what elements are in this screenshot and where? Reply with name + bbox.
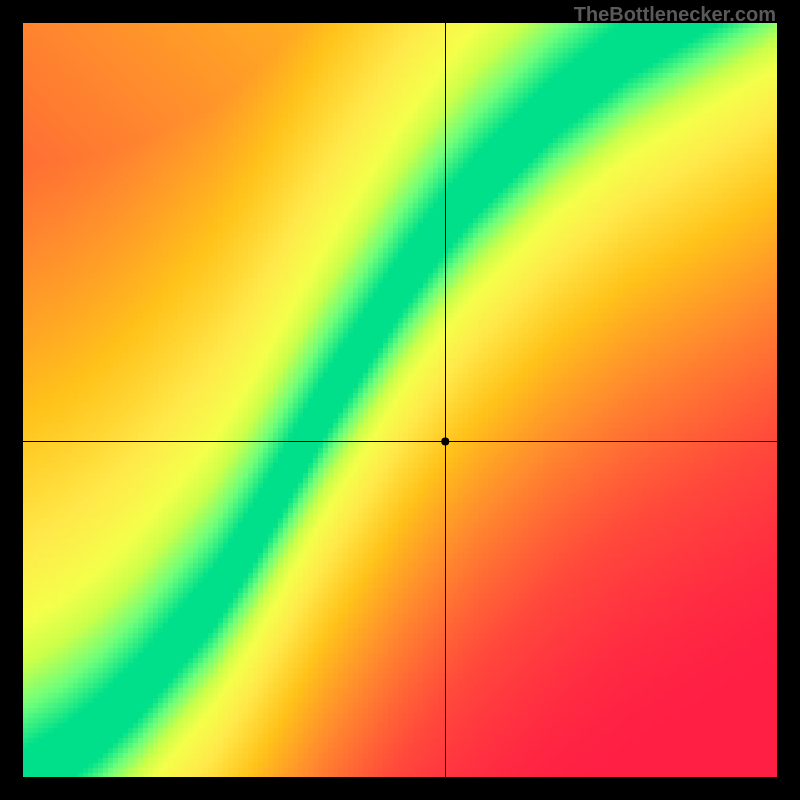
heatmap-canvas bbox=[0, 0, 800, 800]
watermark-text: TheBottlenecker.com bbox=[574, 4, 776, 27]
